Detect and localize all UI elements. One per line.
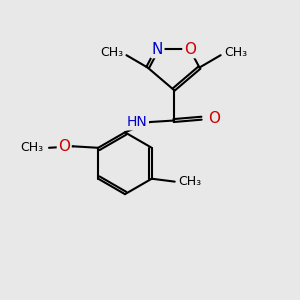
Text: O: O (58, 139, 70, 154)
Text: O: O (184, 42, 196, 57)
Text: CH₃: CH₃ (100, 46, 123, 59)
Text: CH₃: CH₃ (178, 175, 201, 188)
Text: CH₃: CH₃ (224, 46, 247, 59)
Text: O: O (208, 111, 220, 126)
Text: CH₃: CH₃ (21, 141, 44, 154)
Text: N: N (152, 42, 163, 57)
Text: HN: HN (127, 115, 148, 129)
